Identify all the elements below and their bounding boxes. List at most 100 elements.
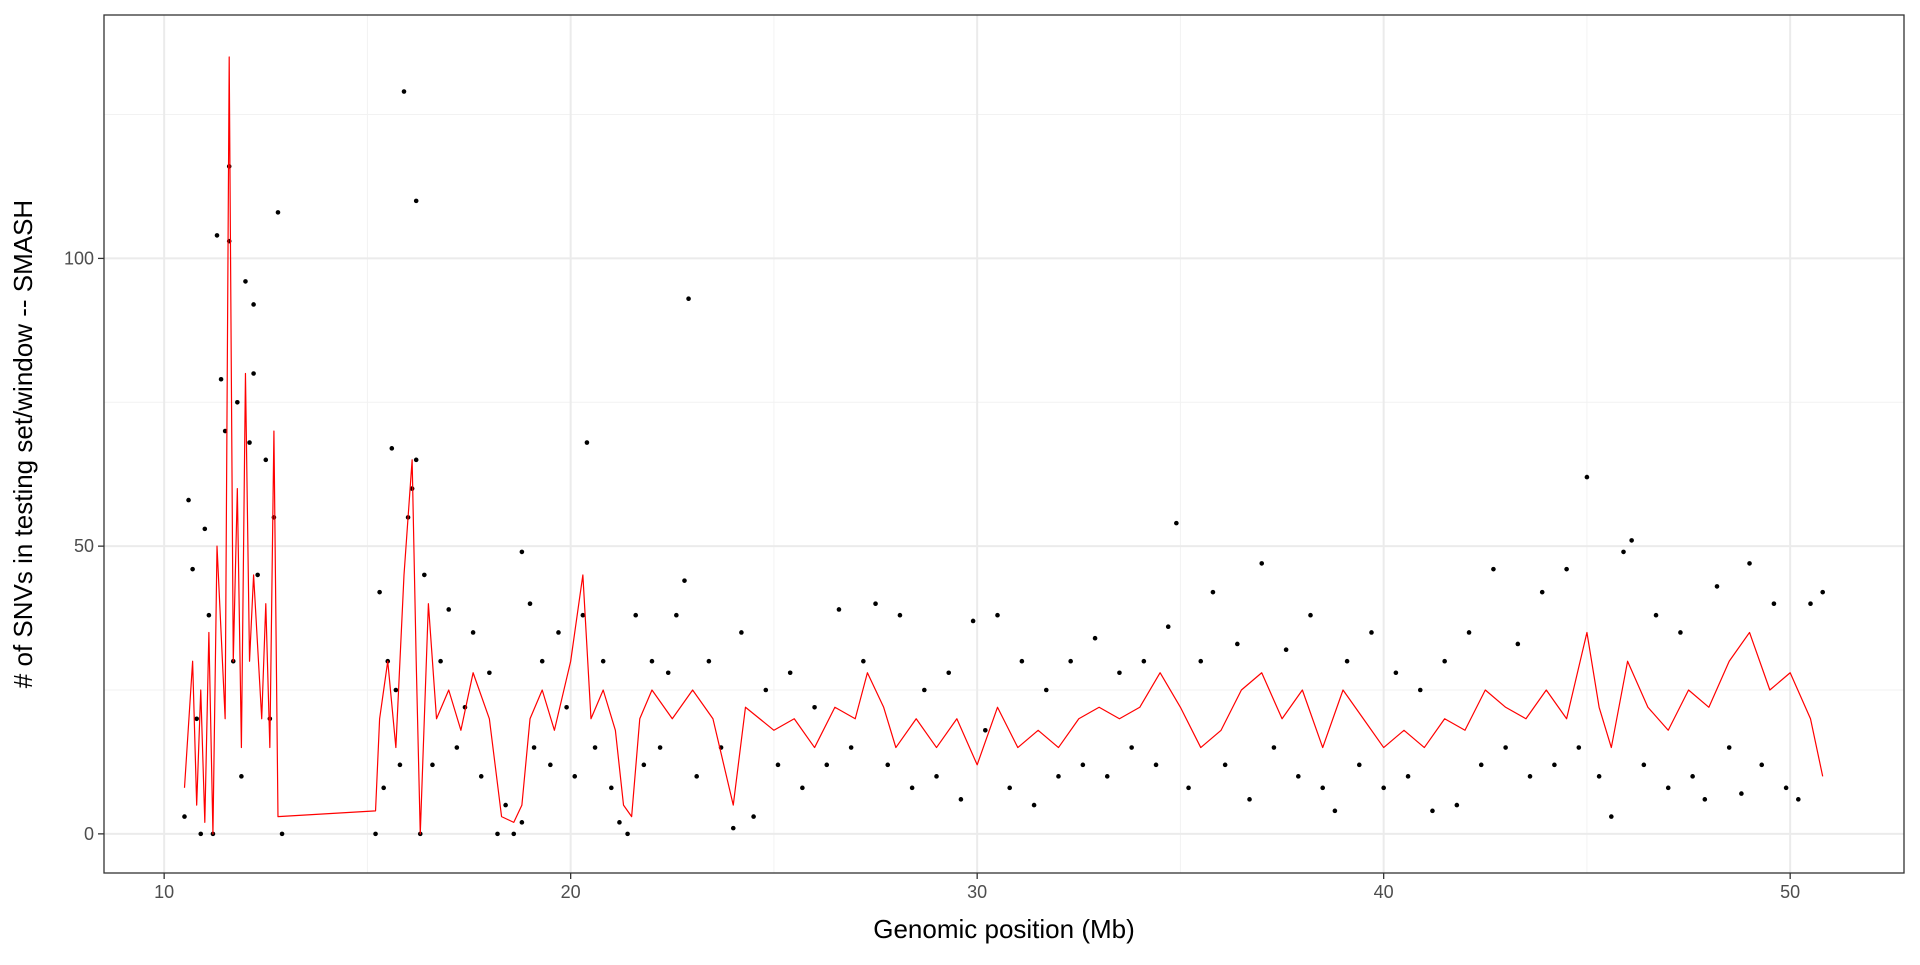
point [1247, 797, 1252, 802]
point [958, 797, 964, 802]
point [1515, 641, 1521, 647]
point [186, 497, 191, 503]
point [397, 762, 403, 768]
point [182, 814, 187, 819]
point [1747, 561, 1752, 566]
point [247, 440, 252, 445]
point [413, 457, 419, 463]
point [1056, 774, 1061, 779]
point [1393, 670, 1399, 676]
point [1222, 762, 1228, 768]
point [1153, 762, 1159, 768]
point [1641, 762, 1647, 768]
point [1117, 670, 1122, 676]
point [430, 762, 435, 768]
x-axis-title: Genomic position (Mb) [873, 914, 1135, 944]
point [198, 831, 204, 837]
point [1104, 774, 1110, 779]
y-tick-label: 0 [84, 824, 94, 844]
point [1442, 658, 1447, 664]
point [1369, 630, 1374, 635]
x-tick-label: 50 [1780, 882, 1800, 902]
point [1629, 538, 1634, 543]
point [446, 607, 452, 612]
point [1739, 791, 1744, 796]
point [1665, 785, 1671, 791]
point [1405, 774, 1411, 779]
point [1454, 802, 1460, 808]
point [1031, 802, 1037, 808]
x-tick-label: 40 [1374, 882, 1394, 902]
y-tick-label: 50 [74, 536, 94, 556]
point [190, 566, 195, 572]
point [202, 526, 208, 532]
point [763, 687, 769, 693]
point [413, 198, 419, 204]
point [487, 670, 492, 676]
point [454, 745, 460, 750]
point [861, 658, 866, 664]
point [214, 233, 220, 238]
point [1210, 589, 1216, 595]
point [1165, 624, 1171, 630]
point [1690, 774, 1695, 779]
point [438, 658, 443, 664]
point [922, 687, 927, 693]
point [255, 572, 260, 578]
point [1609, 814, 1614, 819]
point [775, 762, 781, 768]
point [539, 658, 545, 664]
point [1019, 658, 1025, 664]
point [1007, 785, 1012, 791]
point [1503, 745, 1508, 750]
x-tick-label: 10 [154, 882, 174, 902]
point [478, 774, 484, 779]
point [1783, 785, 1789, 791]
point [226, 164, 232, 169]
point [251, 371, 256, 376]
point [1186, 785, 1191, 791]
point [1283, 647, 1289, 653]
point [600, 658, 606, 664]
point [897, 612, 903, 618]
point [564, 704, 569, 710]
point [1417, 687, 1423, 693]
point [730, 825, 736, 831]
point [495, 831, 500, 837]
point [1198, 658, 1204, 664]
point [1129, 745, 1134, 750]
point [503, 802, 508, 808]
point [1702, 797, 1708, 802]
point [1576, 745, 1582, 750]
x-tick-label: 30 [967, 882, 987, 902]
point [1092, 635, 1098, 641]
point [1771, 601, 1777, 606]
point [1068, 658, 1073, 664]
point [739, 630, 744, 635]
point [401, 89, 407, 94]
point [1621, 549, 1626, 555]
point [1491, 566, 1496, 572]
panel-border [103, 14, 1905, 874]
point [1332, 808, 1338, 814]
point [572, 774, 578, 779]
point [1259, 561, 1265, 566]
point [1539, 589, 1545, 595]
point [1235, 641, 1240, 647]
point [239, 774, 244, 779]
point [592, 745, 598, 750]
point [470, 630, 476, 635]
point [511, 831, 517, 837]
point [389, 446, 395, 451]
point [251, 302, 256, 307]
point [625, 831, 630, 837]
point [531, 745, 537, 750]
point [580, 612, 586, 618]
point [1759, 762, 1765, 768]
point [682, 578, 687, 583]
point [584, 440, 590, 445]
point [1796, 797, 1801, 802]
point [1653, 612, 1659, 618]
point [1466, 630, 1472, 635]
